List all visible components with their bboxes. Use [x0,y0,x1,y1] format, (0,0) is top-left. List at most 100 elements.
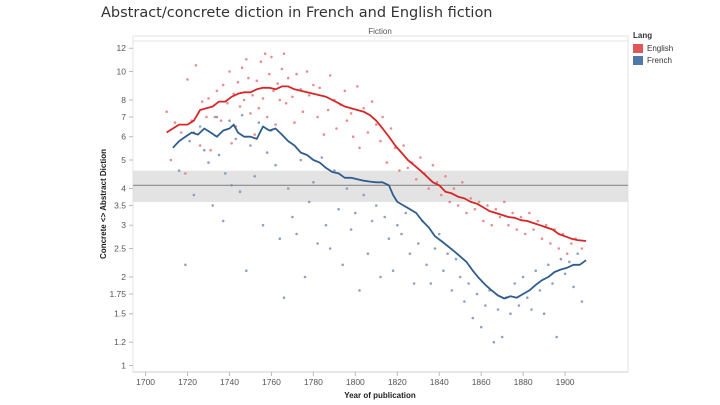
data-point-french [345,187,349,190]
data-point-french [278,237,282,240]
data-point-french [341,263,345,267]
data-point-english [523,232,527,236]
data-point-french [467,282,470,285]
y-tick-label: 7 [121,112,126,122]
data-point-french [188,139,191,143]
data-point-english [431,163,435,167]
data-point-french [211,204,214,207]
data-point-english [511,211,514,215]
data-point-french [391,269,395,273]
data-point-english [328,74,332,77]
y-tick-label: 5 [121,155,126,165]
data-point-french [530,308,533,311]
data-point-english [272,89,275,93]
x-tick-label: 1700 [136,377,155,387]
data-point-english [414,178,418,181]
data-point-french [429,282,433,285]
data-point-french [234,137,238,141]
data-point-english [215,89,219,93]
data-point-french [412,282,416,285]
data-point-english [205,115,208,119]
data-point-english [349,112,353,115]
data-point-english [444,175,447,178]
y-axis-label: Concrete <> Abstract Diction [99,149,108,259]
data-point-french [492,340,496,344]
data-point-french [324,223,328,227]
data-point-english [268,72,271,76]
data-point-french [274,163,277,167]
plot-background [132,35,629,373]
data-point-english [448,200,452,204]
legend-item-english[interactable]: English [633,42,673,54]
data-point-english [379,139,382,143]
plot-frame [132,35,629,373]
data-point-french [370,219,374,223]
data-point-english [366,131,370,134]
data-point-english [419,156,422,159]
legend-swatch-english [633,43,643,53]
data-point-english [257,106,261,110]
data-point-french [286,187,290,190]
data-point-english [544,223,548,227]
data-point-english [494,207,498,211]
data-point-english [253,133,256,136]
data-point-english [456,204,460,207]
data-point-english [406,166,410,170]
y-tick-label: 4 [121,183,126,193]
data-point-french [349,228,353,231]
data-point-french [484,304,487,307]
data-point-english [242,98,246,102]
data-point-english [465,211,468,215]
data-point-english [284,101,288,105]
data-point-french [257,121,261,124]
data-point-french [513,282,516,285]
data-point-french [295,232,298,236]
data-point-english [232,92,235,96]
data-point-french [408,252,412,255]
data-point-french [177,169,181,172]
data-point-english [503,200,506,204]
data-point-french [551,282,554,285]
x-tick-label: 1780 [304,377,323,387]
x-tick-label: 1840 [430,377,449,387]
data-point-english [295,72,298,76]
data-point-english [435,181,439,184]
data-point-english [209,148,212,152]
legend-swatch-french [633,55,643,65]
x-tick-label: 1900 [556,377,575,387]
data-point-french [303,275,307,279]
data-point-french [580,300,584,303]
data-point-french [265,151,269,154]
data-point-english [519,215,523,219]
data-point-french [496,308,500,311]
data-point-english [307,94,311,97]
data-point-french [475,292,479,296]
x-axis-label: Year of publication [344,391,416,400]
data-point-english [381,115,384,119]
data-point-french [224,172,227,175]
x-tick-label: 1800 [346,377,365,387]
trend-line-english [166,85,587,242]
data-point-english [194,64,198,67]
data-point-french [417,242,420,245]
legend-item-french[interactable]: French [633,54,673,66]
data-point-french [559,257,563,261]
data-point-english [165,110,168,113]
data-point-french [517,304,521,307]
data-point-french [366,252,370,255]
facet-label: Fiction [368,27,392,36]
x-tick-label: 1720 [178,377,197,387]
data-point-french [184,263,187,267]
data-point-french [471,316,475,320]
data-point-english [335,127,338,130]
data-point-french [228,119,231,122]
legend-title: Lang [633,31,653,40]
y-tick-label: 10 [117,67,127,77]
data-point-english [169,158,173,162]
data-point-french [383,215,387,219]
y-tick-label: 12 [117,43,127,53]
y-tick-label: 2.5 [114,243,126,253]
data-point-french [479,325,483,329]
data-point-english [228,70,231,73]
